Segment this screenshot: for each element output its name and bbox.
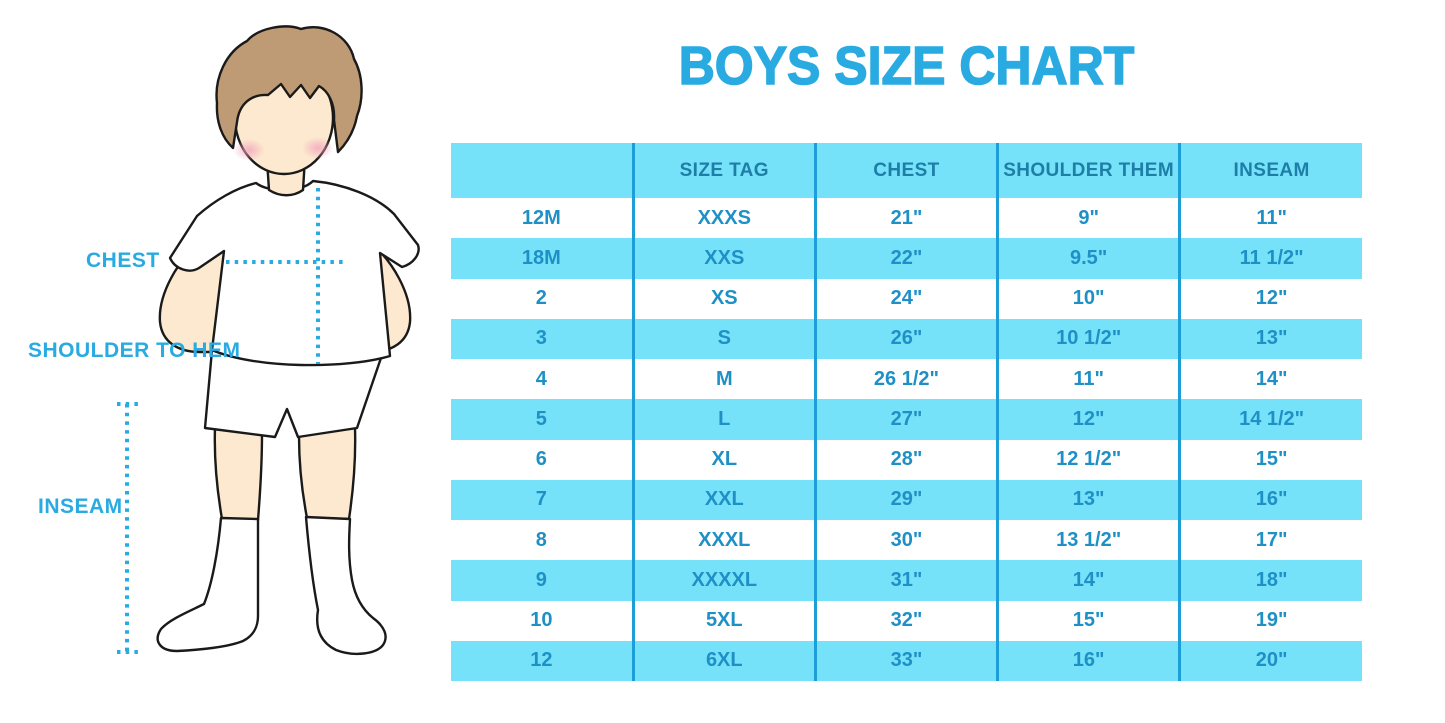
table-row: 18M XXS 22" 9.5" 11 1/2"	[451, 238, 1362, 279]
left-leg	[213, 426, 264, 522]
table-cell: 9"	[996, 198, 1180, 239]
table-cell: 10	[530, 609, 553, 632]
table-cell: 28"	[813, 439, 998, 480]
table-cell: XL	[631, 439, 816, 480]
table-cell: 32"	[813, 600, 998, 641]
table-cell: XS	[631, 278, 816, 319]
size-chart-table: SIZE TAG CHEST SHOULDER THEM INSEAM 12M …	[451, 143, 1362, 681]
table-row: 7 XXL 29" 13" 16"	[451, 479, 1362, 520]
table-cell: 33"	[813, 640, 998, 681]
table-row: 3 S 26" 10 1/2" 13"	[451, 318, 1362, 359]
t-shirt	[168, 179, 420, 367]
right-leg	[297, 426, 357, 521]
table-row: 5 L 27" 12" 14 1/2"	[451, 399, 1362, 440]
table-cell: 6	[535, 448, 547, 471]
table-cell: XXL	[631, 479, 816, 520]
table-cell: L	[631, 399, 816, 440]
table-cell: XXS	[631, 238, 816, 279]
table-cell: 16"	[996, 640, 1180, 681]
table-cell: 11 1/2"	[1178, 238, 1362, 279]
table-cell: 7	[451, 479, 634, 520]
table-cell: 15"	[996, 600, 1180, 641]
table-cell: 29"	[813, 479, 998, 520]
table-row: 2 XS 24" 10" 12"	[451, 278, 1362, 319]
hair	[215, 25, 363, 154]
table-cell: XXXS	[631, 198, 816, 239]
table-cell: 12"	[1178, 278, 1362, 319]
table-cell: 11"	[996, 359, 1180, 400]
table-cell: 10"	[996, 278, 1180, 319]
table-cell: 19"	[1178, 600, 1362, 641]
table-cell: 30"	[813, 520, 998, 561]
table-cell: S	[631, 318, 816, 359]
table-row: 12 6XL 33" 16" 20"	[451, 640, 1362, 681]
table-row: 10 5XL 32" 15" 19"	[451, 600, 1362, 641]
header-cell-shoulder-them: SHOULDER THEM	[996, 143, 1180, 198]
table-cell: 5	[451, 399, 634, 440]
table-cell: 3	[451, 318, 634, 359]
table-cell: 13 1/2"	[996, 520, 1180, 561]
table-cell: 14 1/2"	[1178, 399, 1362, 440]
table-cell: 31"	[813, 560, 998, 601]
table-row: 4 M 26 1/2" 11" 14"	[451, 359, 1362, 400]
table-cell: 26"	[813, 318, 998, 359]
table-cell: 27"	[813, 399, 998, 440]
table-cell: 8	[535, 528, 547, 551]
table-row: 12M XXXS 21" 9" 11"	[451, 198, 1362, 239]
table-cell: 12	[451, 640, 634, 681]
header-cell-size-tag: SIZE TAG	[631, 143, 816, 198]
table-row: 6 XL 28" 12 1/2" 15"	[451, 439, 1362, 480]
table-cell: 9	[451, 560, 634, 601]
table-cell: 20"	[1178, 640, 1362, 681]
header-cell-blank	[451, 143, 634, 198]
table-cell: 14"	[996, 560, 1180, 601]
table-cell: 22"	[813, 238, 998, 279]
table-cell: M	[631, 359, 816, 400]
table-row: 8 XXXL 30" 13 1/2" 17"	[451, 520, 1362, 561]
table-cell: 11"	[1178, 198, 1362, 239]
inseam-label: INSEAM	[38, 495, 123, 518]
right-cheek-blush	[302, 137, 334, 159]
table-cell: XXXL	[631, 520, 816, 561]
table-cell: 18"	[1178, 560, 1362, 601]
right-sock	[304, 515, 387, 656]
table-cell: 12 1/2"	[996, 439, 1180, 480]
header-cell-chest: CHEST	[813, 143, 998, 198]
table-cell: 26 1/2"	[813, 359, 998, 400]
table-cell: 15"	[1178, 439, 1362, 480]
boy-illustration	[117, 25, 420, 656]
table-row: 9 XXXXL 31" 14" 18"	[451, 560, 1362, 601]
boy-measurement-diagram	[0, 0, 460, 723]
table-cell: 9.5"	[996, 238, 1180, 279]
table-cell: 13"	[996, 479, 1180, 520]
table-cell: 13"	[1178, 318, 1362, 359]
left-sock	[156, 516, 260, 653]
table-cell: 18M	[451, 238, 634, 279]
shoulder-to-hem-label: SHOULDER TO HEM	[28, 339, 241, 362]
table-cell: 16"	[1178, 479, 1362, 520]
left-cheek-blush	[233, 139, 265, 161]
table-cell: 4	[535, 367, 547, 390]
page-title: BOYS SIZE CHART	[678, 35, 1135, 97]
table-cell: 2	[535, 287, 547, 310]
table-cell: 6XL	[631, 640, 816, 681]
table-cell: 21"	[813, 198, 998, 239]
table-cell: 10 1/2"	[996, 318, 1180, 359]
table-cell: 14"	[1178, 359, 1362, 400]
header-row: SIZE TAG CHEST SHOULDER THEM INSEAM	[451, 143, 1362, 198]
table-cell: 17"	[1178, 520, 1362, 561]
table-cell: 12M	[521, 206, 561, 229]
table-cell: 12"	[996, 399, 1180, 440]
table-cell: XXXXL	[631, 560, 816, 601]
table-cell: 5XL	[631, 600, 816, 641]
chest-label: CHEST	[86, 249, 160, 272]
header-cell-inseam: INSEAM	[1178, 143, 1362, 198]
table-cell: 24"	[813, 278, 998, 319]
